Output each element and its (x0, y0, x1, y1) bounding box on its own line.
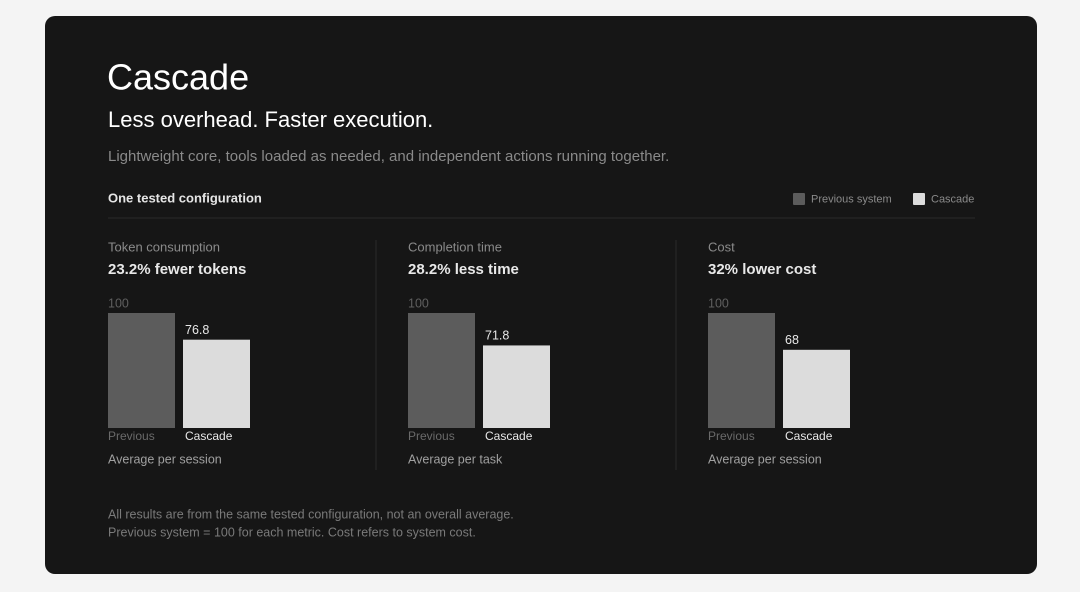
bar (183, 339, 250, 428)
chart-note: Average per session (708, 452, 822, 466)
category-label: Previous (408, 429, 455, 443)
chart-title: Cost (708, 239, 735, 254)
category-label: Cascade (485, 429, 533, 443)
category-label: Previous (708, 429, 755, 443)
category-label: Cascade (185, 429, 233, 443)
legend-swatch (913, 193, 925, 205)
chart-note: Average per session (108, 452, 222, 466)
legend-label: Cascade (931, 193, 974, 205)
subtitle: Less overhead. Faster execution. (108, 107, 433, 132)
bar (108, 313, 175, 428)
value-label: 100 (708, 296, 729, 310)
chart-subtitle: 28.2% less time (408, 261, 519, 278)
bar (708, 313, 775, 428)
legend-swatch (793, 193, 805, 205)
chart-note: Average per task (408, 452, 503, 466)
title: Cascade (107, 57, 249, 98)
chart-title: Completion time (408, 239, 502, 254)
value-label: 71.8 (485, 329, 509, 343)
value-label: 76.8 (185, 323, 209, 337)
legend-label: Previous system (811, 193, 892, 205)
card (45, 16, 1037, 574)
value-label: 68 (785, 333, 799, 347)
chart-title: Token consumption (108, 239, 220, 254)
chart-subtitle: 32% lower cost (708, 261, 816, 278)
value-label: 100 (108, 296, 129, 310)
category-label: Previous (108, 429, 155, 443)
footnote: Previous system = 100 for each metric. C… (108, 525, 476, 539)
footnote: All results are from the same tested con… (108, 507, 514, 521)
bar (483, 345, 550, 428)
chart-subtitle: 23.2% fewer tokens (108, 261, 246, 278)
description: Lightweight core, tools loaded as needed… (108, 148, 669, 165)
bar (783, 349, 850, 428)
section-label: One tested configuration (108, 190, 262, 205)
value-label: 100 (408, 296, 429, 310)
bar (408, 313, 475, 428)
category-label: Cascade (785, 429, 833, 443)
